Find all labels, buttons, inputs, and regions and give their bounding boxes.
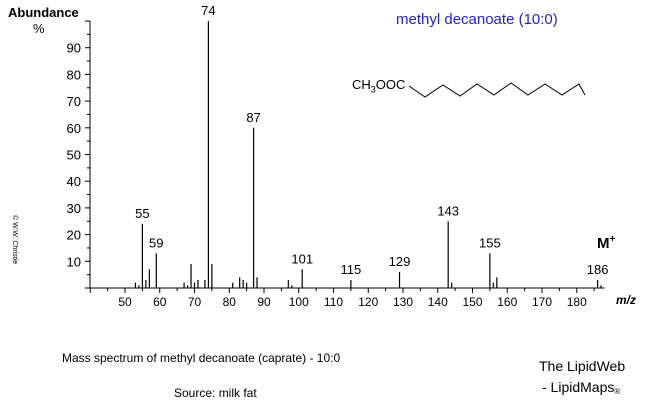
peak-label: 155 — [479, 235, 501, 250]
peak-label: 115 — [341, 262, 362, 277]
peak-label: 143 — [437, 203, 459, 218]
y-tick-label: 40 — [67, 174, 81, 189]
x-axis-label: m/z — [616, 293, 637, 307]
formula-prefix: CH — [352, 77, 371, 92]
x-tick-label: 70 — [188, 295, 202, 309]
y-tick-label: 10 — [67, 254, 81, 269]
x-tick-label: 170 — [532, 295, 552, 309]
brand-line-1: The LipidWeb — [539, 358, 626, 374]
y-tick-label: 50 — [67, 148, 81, 163]
peak-bars — [134, 21, 602, 288]
brand-line-2-text: - LipidMaps — [542, 379, 615, 395]
copyright-note: © W.W. Christie — [11, 215, 18, 265]
formula-subscript: 3 — [370, 84, 376, 95]
registered-mark: ® — [614, 387, 621, 396]
y-axis-label: Abundance — [8, 5, 79, 20]
molecular-ion-label: M+ — [597, 234, 615, 252]
structure-formula: CH3OOC — [352, 77, 405, 95]
chart-title: methyl decanoate (10:0) — [396, 11, 558, 28]
x-tick-label: 150 — [462, 295, 482, 309]
x-tick-label: 50 — [118, 295, 132, 309]
y-tick-label: 30 — [67, 201, 81, 216]
brand-line-2: - LipidMaps® — [542, 379, 620, 396]
y-axis-unit: % — [33, 21, 45, 36]
x-tick-label: 110 — [324, 295, 343, 309]
y-tick-label: 80 — [67, 67, 81, 82]
molecular-ion-text: M — [597, 235, 610, 252]
peak-label: 87 — [246, 110, 260, 125]
y-tick-label: 60 — [67, 121, 81, 136]
peak-label: 129 — [389, 254, 411, 269]
x-tick-label: 100 — [289, 295, 309, 309]
axes — [89, 21, 605, 289]
x-tick-label: 60 — [153, 295, 167, 309]
peak-label: 55 — [135, 206, 149, 221]
chain-zigzag — [408, 82, 586, 98]
y-tick-label: 20 — [67, 228, 81, 243]
x-tick-label: 90 — [257, 295, 271, 309]
molecular-ion-sup: + — [609, 234, 616, 245]
y-tick-label: 70 — [67, 94, 81, 109]
x-tick-label: 80 — [223, 295, 237, 309]
ticks: 10 20 30 40 50 60 70 80 90 50 60 70 80 90 100 110 120 130… — [67, 20, 595, 309]
peak-label: 74 — [201, 3, 215, 18]
x-tick-label: 180 — [567, 295, 587, 309]
chain-structure — [408, 82, 586, 98]
peak-label: 186 — [587, 262, 609, 277]
figure-caption: Mass spectrum of methyl decanoate (capra… — [62, 351, 341, 365]
x-tick-label: 160 — [497, 295, 517, 309]
y-tick-label: 90 — [67, 41, 81, 56]
source-note: Source: milk fat — [174, 386, 257, 400]
peak-label: 101 — [291, 251, 313, 266]
x-tick-label: 140 — [428, 295, 448, 309]
x-tick-label: 120 — [358, 295, 378, 309]
formula-suffix: OOC — [375, 77, 406, 92]
x-tick-label: 130 — [393, 295, 413, 309]
peak-label: 59 — [149, 235, 163, 250]
